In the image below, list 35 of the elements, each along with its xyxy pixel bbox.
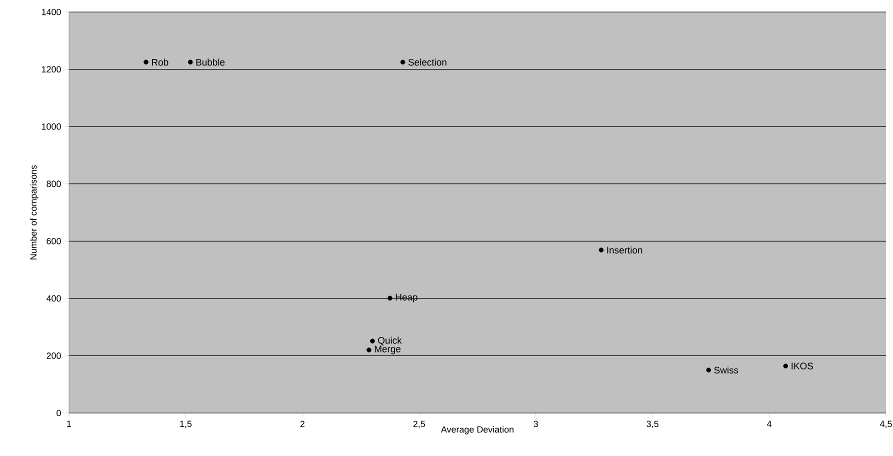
point — [598, 248, 604, 252]
annotation: Quick — [378, 336, 402, 346]
point — [783, 364, 788, 368]
y-tick-label: 600 — [46, 238, 61, 244]
point — [188, 60, 193, 65]
point — [400, 60, 406, 65]
point — [144, 60, 148, 65]
x-tick-label: 3,5 — [646, 420, 658, 428]
y-axis-title: Number of comparisons — [30, 165, 38, 260]
y-tick-label: 400 — [46, 295, 61, 302]
x-tick-label: 2,5 — [413, 420, 425, 428]
point — [388, 296, 392, 301]
y-tick-label: 0 — [56, 410, 61, 416]
annotation: Insertion — [607, 246, 642, 254]
y-tick-label: 1000 — [42, 123, 61, 130]
x-tick-label: 1,5 — [180, 420, 192, 428]
x-tick-label: 4,5 — [880, 420, 892, 428]
y-tick-label: 1200 — [42, 66, 61, 72]
annotation: IKOS — [792, 362, 813, 370]
point — [706, 368, 711, 372]
x-axis-title: Average Deviation — [440, 426, 514, 434]
annotation: Selection — [408, 58, 446, 66]
point — [366, 348, 372, 352]
y-tick-label: 200 — [46, 352, 61, 359]
x-tick-label: 3 — [534, 420, 538, 428]
x-tick-label: 4 — [767, 420, 772, 427]
x-tick-label: 1 — [67, 420, 72, 427]
annotation: Swiss — [714, 366, 738, 374]
annotation: Merge — [374, 346, 401, 354]
point — [370, 338, 375, 344]
x-tick-label: 2 — [300, 420, 304, 428]
annotation: Rob — [152, 58, 168, 66]
annotation: Bubble — [196, 58, 225, 66]
y-tick-label: 1400 — [42, 8, 61, 16]
y-tick-label: 800 — [46, 180, 61, 188]
